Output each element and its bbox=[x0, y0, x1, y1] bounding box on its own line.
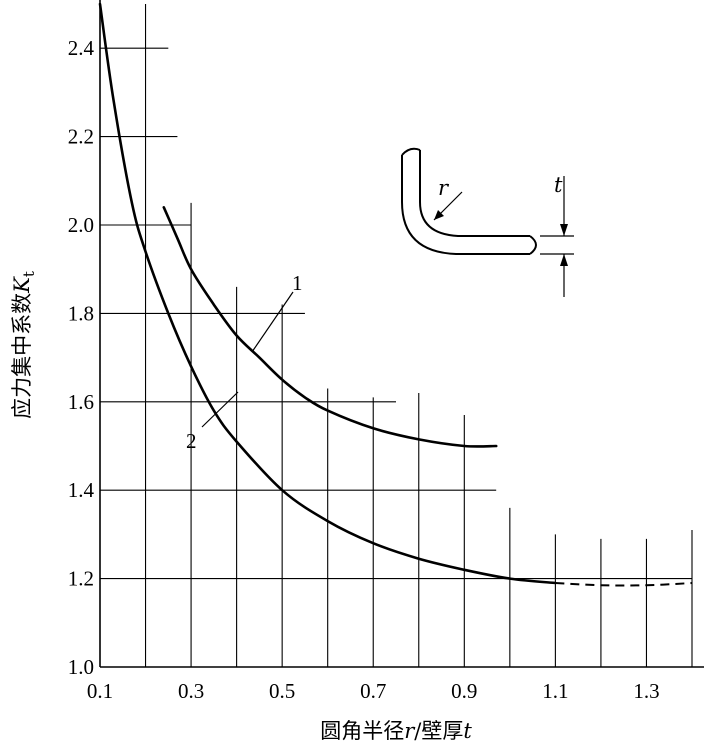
curve-label-2-leader bbox=[201, 391, 239, 428]
y-axis-title-part: 应力集中系数 bbox=[10, 293, 34, 419]
x-axis-title-part: r bbox=[404, 719, 416, 743]
bend-inner-edge bbox=[419, 150, 530, 237]
y-tick-label: 1.2 bbox=[68, 567, 94, 591]
bend-outer-edge bbox=[401, 155, 530, 255]
curves bbox=[98, 2, 693, 587]
x-axis-title-part: /壁厚 bbox=[414, 719, 463, 743]
grid-lines bbox=[100, 4, 693, 667]
x-tick-label: 0.3 bbox=[178, 679, 204, 703]
y-tick-label: 1.4 bbox=[68, 478, 95, 502]
bend-sketch-inset: r t bbox=[401, 147, 574, 297]
thickness-arrowhead-bottom-icon bbox=[560, 254, 568, 266]
bend-top-end bbox=[401, 147, 421, 156]
radius-label: r bbox=[438, 176, 450, 200]
x-axis-title-part: t bbox=[463, 719, 472, 743]
x-tick-label: 1.1 bbox=[542, 679, 568, 703]
x-axis-title: 圆角半径r/壁厚t bbox=[320, 719, 472, 743]
x-tick-label: 0.1 bbox=[87, 679, 113, 703]
thickness-label: t bbox=[554, 173, 563, 197]
y-tick-label: 2.0 bbox=[68, 213, 94, 237]
x-tick-label: 0.7 bbox=[360, 679, 386, 703]
radius-arrowhead-icon bbox=[434, 210, 444, 220]
y-axis-title-part: t bbox=[20, 271, 38, 277]
y-axis-title: 应力集中系数Kt bbox=[10, 271, 38, 419]
curve-label-1-text: 1 bbox=[292, 271, 303, 295]
y-tick-label: 1.0 bbox=[68, 655, 94, 679]
x-tick-label: 0.9 bbox=[451, 679, 477, 703]
series-line-1 bbox=[162, 206, 498, 448]
thickness-arrowhead-top-icon bbox=[560, 224, 568, 236]
bend-right-end bbox=[529, 235, 537, 255]
x-tick-label: 0.5 bbox=[269, 679, 295, 703]
y-tick-label: 1.6 bbox=[68, 390, 94, 414]
tick-labels: 0.1 0.3 0.5 0.7 0.9 1.1 1.3 1.0 1.2 1.4 1.6 1.8 2.0 2… bbox=[68, 36, 660, 703]
curve-label-2-text: 2 bbox=[186, 429, 197, 453]
y-tick-label: 2.2 bbox=[68, 125, 94, 149]
curve-label-2: 2 bbox=[186, 391, 239, 453]
y-axis-title-part: K bbox=[10, 276, 34, 294]
x-axis-title-part: 圆角半径 bbox=[320, 719, 404, 743]
y-tick-label: 2.4 bbox=[68, 36, 95, 60]
series-line-2 bbox=[98, 2, 557, 585]
curve-label-1-leader bbox=[251, 291, 294, 353]
axes bbox=[99, 0, 704, 668]
x-tick-label: 1.3 bbox=[633, 679, 659, 703]
y-tick-label: 1.8 bbox=[68, 301, 94, 325]
curve-label-1: 1 bbox=[251, 271, 303, 353]
series-line-dashed-extension bbox=[555, 582, 693, 587]
